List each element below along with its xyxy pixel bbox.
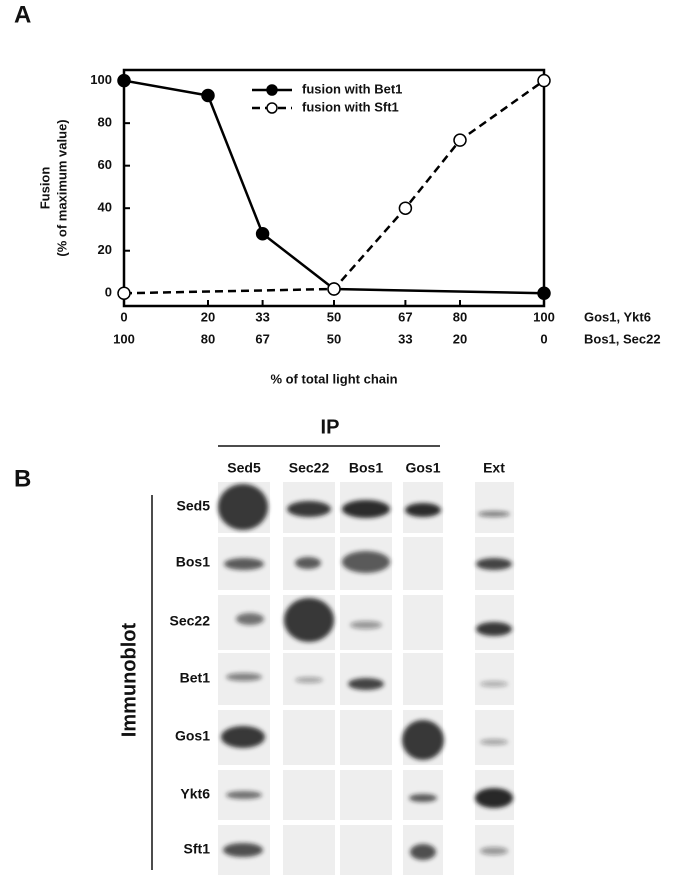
y-axis-label: (% of maximum value) [54, 119, 69, 256]
x-tick-label-secondary: 20 [453, 331, 467, 346]
x-tick-label: 67 [398, 309, 412, 324]
column-label: Sec22 [289, 460, 330, 476]
row-label: Sec22 [170, 613, 211, 629]
data-point [327, 282, 341, 296]
y-axis-label: Fusion [37, 167, 52, 210]
y-tick-label: 40 [98, 200, 112, 215]
row-label: Ykt6 [180, 786, 210, 802]
x-tick-label: 0 [120, 309, 127, 324]
x-tick-label-secondary: 100 [113, 331, 135, 346]
column-label: Ext [483, 460, 505, 476]
legend-label: fusion with Bet1 [302, 81, 402, 96]
immunoblot-label: Immunoblot [118, 622, 140, 737]
data-point [537, 73, 551, 88]
x-tick-label-secondary: 80 [201, 331, 215, 346]
x-tick-label-secondary: 33 [398, 331, 412, 346]
row-label: Sft1 [184, 841, 211, 857]
x-tick-label: 50 [327, 309, 341, 324]
data-point [398, 201, 413, 215]
row-label: Sed5 [177, 498, 211, 514]
legend-marker [266, 102, 278, 114]
x-tick-label: 20 [201, 309, 215, 324]
x-tick-label: 100 [533, 309, 555, 324]
x-row-label: Bos1, Sec22 [584, 331, 661, 346]
data-point [537, 286, 551, 300]
y-tick-label: 60 [98, 157, 112, 172]
data-point [453, 133, 467, 147]
legend-label: fusion with Sft1 [302, 99, 399, 114]
row-label: Bet1 [180, 670, 211, 686]
x-tick-label: 33 [255, 309, 269, 324]
panel-label: A [14, 1, 31, 28]
x-axis-label: % of total light chain [270, 371, 397, 386]
row-label: Bos1 [176, 554, 210, 570]
x-tick-label: 80 [453, 309, 467, 324]
data-point [117, 286, 131, 300]
blot-bands [218, 484, 513, 860]
x-row-label: Gos1, Ykt6 [584, 309, 651, 324]
y-tick-label: 80 [98, 115, 112, 130]
x-tick-label-secondary: 50 [327, 331, 341, 346]
column-label: Sed5 [227, 460, 261, 476]
data-point [201, 88, 215, 103]
column-label: Gos1 [405, 460, 440, 476]
row-label: Gos1 [175, 728, 210, 744]
x-tick-label-secondary: 67 [255, 331, 269, 346]
column-label: Bos1 [349, 460, 383, 476]
y-tick-label: 0 [105, 285, 112, 300]
x-tick-label-secondary: 0 [540, 331, 547, 346]
data-point [117, 73, 131, 88]
y-tick-label: 20 [98, 242, 112, 257]
y-tick-label: 100 [90, 72, 112, 87]
ip-label: IP [321, 416, 340, 438]
legend-marker [266, 84, 278, 96]
data-point [255, 226, 270, 241]
panel-label: B [14, 465, 31, 492]
